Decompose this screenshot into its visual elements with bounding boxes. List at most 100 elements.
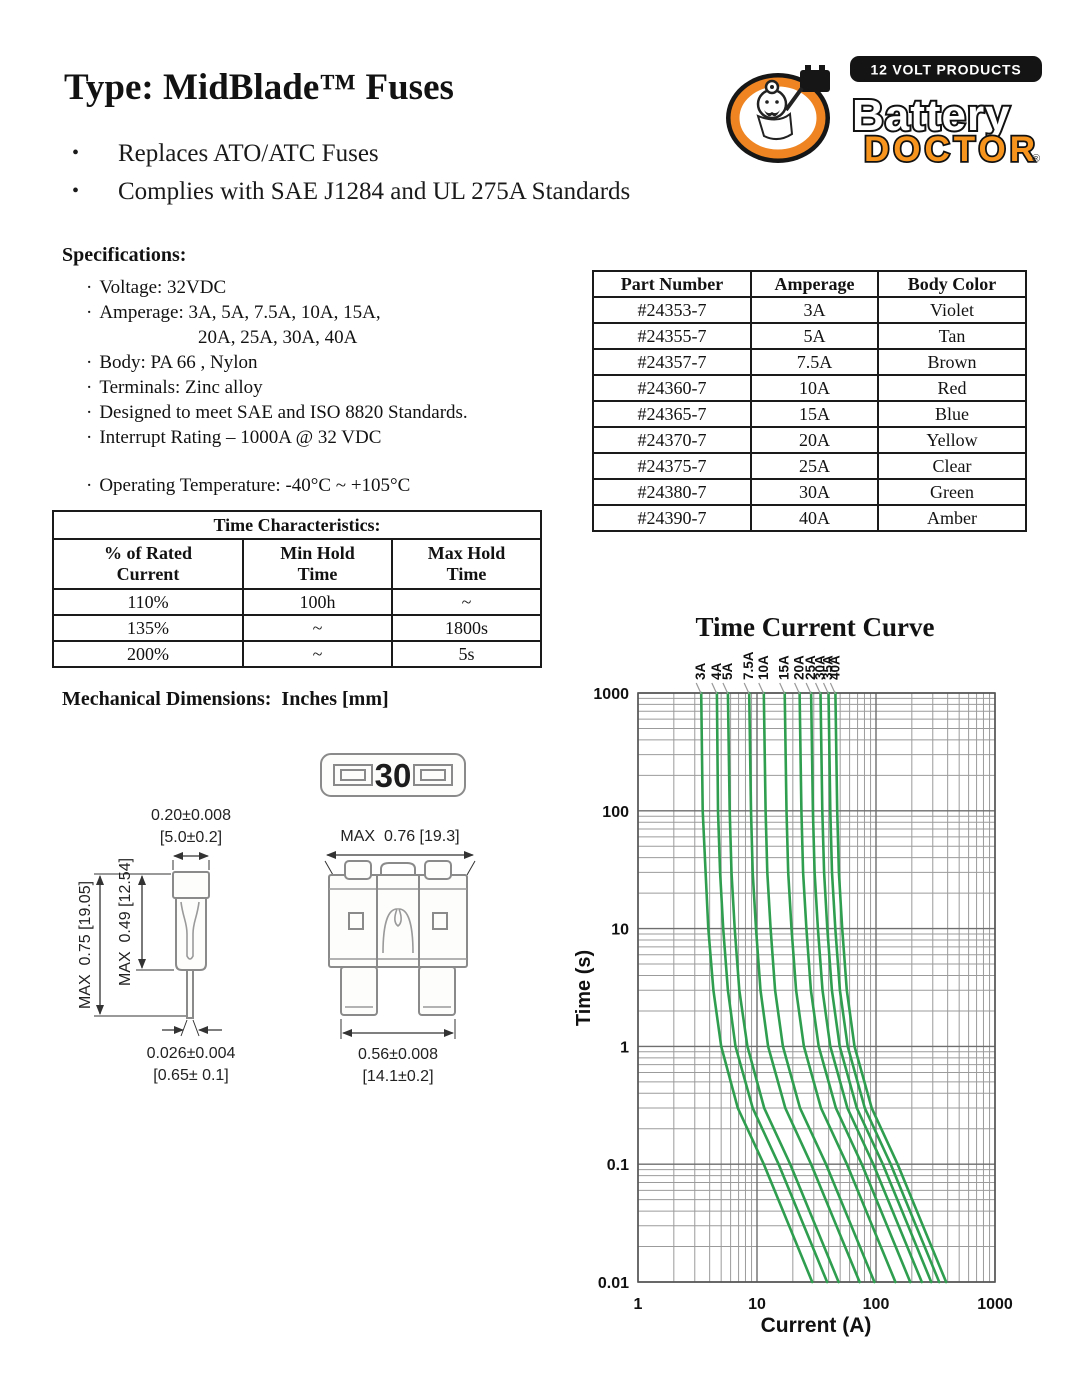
- table-cell: 110%: [52, 588, 244, 616]
- mechanical-heading: Mechanical Dimensions: Inches [mm]: [62, 688, 389, 710]
- part-table-header-row: Part Number Amperage Body Color: [592, 270, 1027, 298]
- curve-15A: [783, 691, 897, 1284]
- time-characteristics-table: Time Characteristics: % of Rated Current…: [52, 510, 542, 668]
- bullet-item: Replaces ATO/ATC Fuses: [72, 140, 630, 168]
- dim-blade-mm: [14.1±0.2]: [362, 1068, 433, 1085]
- curve-label-40A: 40A: [827, 655, 842, 680]
- time-table-title: Time Characteristics:: [52, 510, 542, 540]
- curve-40A: [834, 691, 948, 1284]
- table-cell: #24355-7: [592, 322, 752, 350]
- x-axis-title: Current (A): [761, 1314, 872, 1337]
- spec-item: Operating Temperature: -40°C ~ +105°C: [86, 473, 582, 498]
- table-cell: #24353-7: [592, 296, 752, 324]
- table-cell: #24390-7: [592, 504, 752, 532]
- part-number-table: Part Number Amperage Body Color #24353-7 3A…: [592, 270, 1027, 532]
- x-tick-label: 100: [863, 1296, 890, 1313]
- curve-25A: [809, 691, 924, 1284]
- battery-icon: [800, 70, 830, 92]
- logo-brand-bottom: DOCTOR: [864, 130, 1039, 166]
- blade-left: [340, 966, 378, 1016]
- spec-item: Terminals: Zinc alloy: [86, 375, 582, 400]
- feature-bullets: Replaces ATO/ATC Fuses Complies with SAE …: [72, 140, 630, 216]
- mustache: [764, 110, 780, 117]
- table-cell: ~: [242, 614, 393, 642]
- time-table-header-row: % of Rated Current Min Hold Time Max Hold …: [52, 538, 542, 590]
- curve-label-15A: 15A: [777, 655, 792, 680]
- table-row: #24355-7 5A Tan: [592, 322, 1027, 350]
- doctor-mascot-icon: [726, 65, 830, 163]
- table-cell: Red: [877, 374, 1027, 402]
- y-axis-title: Time (s): [573, 950, 595, 1026]
- fuse-front-view-drawing: MAX 0.76 [19.3] 0.56±0.008 [14.1±0.2]: [324, 828, 476, 1085]
- table-cell: #24375-7: [592, 452, 752, 480]
- part-table-body: #24353-7 3A Violet #24355-7 5A Tan #24357-7 7.5…: [592, 296, 1027, 532]
- curve-35A: [827, 691, 941, 1284]
- dim-blade-inches: 0.56±0.008: [358, 1046, 438, 1063]
- dim-total-height: MAX 0.75 [19.05]: [77, 881, 94, 1009]
- column-header: Min Hold Time: [242, 538, 393, 590]
- table-cell: 3A: [750, 296, 879, 324]
- page-title: Type: MidBlade™ Fuses: [64, 67, 454, 108]
- table-cell: #24365-7: [592, 400, 752, 428]
- table-cell: ~: [391, 588, 542, 616]
- table-cell: 1800s: [391, 614, 542, 642]
- y-tick-label: 0.01: [598, 1275, 629, 1292]
- table-cell: ~: [242, 640, 393, 668]
- battery-doctor-logo: 12 VOLT PRODUCTS Battery DOCTOR ®: [726, 56, 1042, 166]
- table-row: 135% ~1800s: [52, 614, 542, 642]
- table-row: #24360-7 10A Red: [592, 374, 1027, 402]
- table-row: #24370-7 20A Yellow: [592, 426, 1027, 454]
- table-row: #24357-7 7.5A Brown: [592, 348, 1027, 376]
- column-header: Part Number: [592, 270, 752, 298]
- curve-label-3A: 3A: [693, 662, 708, 680]
- column-header: Amperage: [750, 270, 879, 298]
- curve-label-10A: 10A: [756, 655, 771, 680]
- table-cell: #24370-7: [592, 426, 752, 454]
- table-cell: Amber: [877, 504, 1027, 532]
- table-row: #24375-7 25A Clear: [592, 452, 1027, 480]
- spec-item: Interrupt Rating – 1000A @ 32 VDC: [86, 425, 582, 450]
- dim-front-width: MAX 0.76 [19.3]: [340, 828, 459, 845]
- table-cell: 5s: [391, 640, 542, 668]
- y-tick-label: 100: [602, 804, 629, 821]
- blade-right: [418, 966, 456, 1016]
- table-cell: #24380-7: [592, 478, 752, 506]
- specifications-list: Voltage: 32VDCAmperage: 3A, 5A, 7.5A, 10…: [86, 275, 582, 498]
- registered-mark: ®: [1032, 153, 1040, 165]
- x-tick-label: 10: [748, 1296, 766, 1313]
- dim-pin-mm: [0.65± 0.1]: [153, 1067, 229, 1084]
- table-cell: Yellow: [877, 426, 1027, 454]
- logo-tagline: 12 VOLT PRODUCTS: [870, 62, 1021, 78]
- table-cell: 40A: [750, 504, 879, 532]
- curve-4A: [715, 691, 829, 1284]
- table-cell: #24360-7: [592, 374, 752, 402]
- table-cell: 100h: [242, 588, 393, 616]
- table-cell: #24357-7: [592, 348, 752, 376]
- table-cell: Green: [877, 478, 1027, 506]
- curve-20A: [798, 691, 912, 1284]
- table-cell: 25A: [750, 452, 879, 480]
- fuse-element: [382, 908, 414, 954]
- fuse-top-view-drawing: 30: [320, 753, 466, 797]
- spec-item-line2: 20A, 25A, 30A, 40A: [198, 327, 358, 348]
- curve-label-4A: 4A: [709, 662, 724, 680]
- table-cell: Brown: [877, 348, 1027, 376]
- table-cell: Blue: [877, 400, 1027, 428]
- dim-width-inches: 0.20±0.008: [151, 807, 231, 824]
- fuse-rating-marking: 30: [375, 757, 412, 794]
- table-cell: 10A: [750, 374, 879, 402]
- curve-label-7.5A: 7.5A: [741, 651, 756, 680]
- table-cell: 5A: [750, 322, 879, 350]
- spec-item: Amperage: 3A, 5A, 7.5A, 10A, 15A,20A, 25…: [86, 300, 582, 350]
- table-row: #24390-7 40A Amber: [592, 504, 1027, 532]
- table-cell: Tan: [877, 322, 1027, 350]
- logo-brand-top: Battery: [852, 91, 1011, 140]
- x-tick-label: 1000: [977, 1296, 1013, 1313]
- curve-30A: [819, 691, 933, 1284]
- bullet-item: Complies with SAE J1284 and UL 275A Stan…: [72, 178, 630, 206]
- y-tick-label: 1: [620, 1039, 629, 1056]
- curve-7.5A: [747, 691, 861, 1284]
